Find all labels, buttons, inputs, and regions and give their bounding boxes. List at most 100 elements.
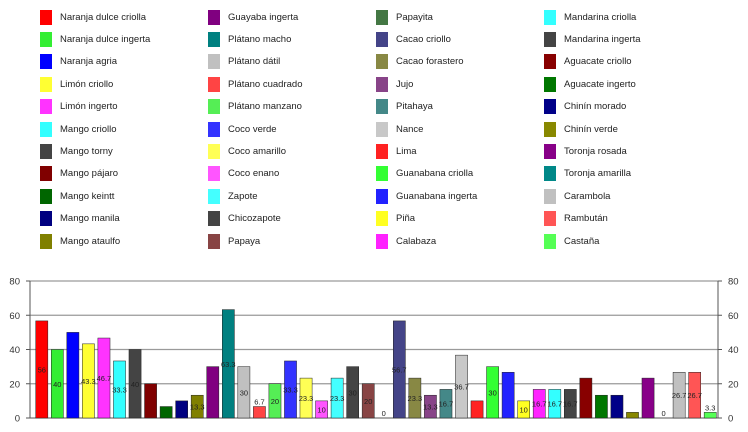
legend-item: Papayita — [376, 9, 433, 25]
bar — [206, 366, 220, 419]
legend-label: Coco amarillo — [228, 145, 287, 157]
legend-label: Pitahaya — [396, 101, 433, 113]
legend-swatch — [376, 9, 388, 25]
bar — [626, 412, 639, 419]
legend-swatch — [544, 166, 556, 182]
y-tick-label-right: 20 — [728, 379, 739, 390]
legend-label: Toronja rosada — [564, 145, 627, 157]
data-label: 0 — [382, 409, 386, 418]
bar — [237, 366, 251, 419]
legend-swatch — [208, 54, 220, 70]
data-label: 3.3 — [705, 403, 715, 412]
legend-label: Mandarina ingerta — [564, 33, 641, 45]
legend-swatch — [376, 166, 388, 182]
bar — [35, 320, 49, 419]
legend-item: Limón criollo — [40, 76, 113, 92]
legend-label: Coco enano — [228, 168, 280, 180]
legend-item: Coco verde — [208, 121, 277, 137]
data-label: 33.3 — [283, 385, 298, 394]
data-label: 10 — [317, 405, 325, 414]
legend-label: Naranja agria — [60, 56, 118, 68]
legend-label: Zapote — [228, 190, 258, 202]
legend-label: Papayita — [396, 11, 433, 23]
legend-swatch — [40, 188, 52, 204]
legend-label: Guanabana ingerta — [396, 190, 478, 202]
bar — [486, 366, 499, 419]
legend-item: Pitahaya — [376, 99, 433, 115]
legend-swatch — [40, 76, 52, 92]
data-label: 33.3 — [112, 385, 127, 394]
legend-label: Chicozapote — [228, 213, 281, 225]
bar — [284, 360, 297, 419]
legend-label: Aguacate criollo — [564, 56, 632, 68]
legend-item: Mandarina criolla — [544, 9, 636, 25]
legend-item: Castaña — [544, 233, 599, 249]
data-label: 56 — [38, 365, 46, 374]
legend-item: Mango criollo — [40, 121, 117, 137]
bar — [579, 377, 593, 419]
data-label: 40 — [131, 380, 139, 389]
legend-label: Papaya — [228, 235, 261, 247]
legend-label: Jujo — [396, 78, 414, 90]
legend-item: Carambola — [544, 188, 610, 204]
bar — [144, 383, 157, 419]
data-label: 23.3 — [330, 394, 345, 403]
legend-swatch — [40, 9, 52, 25]
legend-label: Mango torny — [60, 145, 113, 157]
legend-label: Nance — [396, 123, 424, 135]
data-label: 0 — [662, 409, 666, 418]
bar — [408, 377, 422, 419]
bar — [595, 394, 608, 419]
legend-label: Aguacate ingerto — [564, 78, 636, 90]
legend-swatch — [40, 121, 52, 137]
legend-label: Cacao criollo — [396, 33, 451, 45]
data-label: 30 — [349, 388, 357, 397]
legend-item: Guayaba ingerta — [208, 9, 298, 25]
legend-swatch — [40, 211, 52, 227]
legend-label: Plátano manzano — [228, 101, 302, 113]
legend-swatch — [208, 143, 220, 159]
legend-swatch — [544, 188, 556, 204]
legend-item: Cacao criollo — [376, 31, 451, 47]
legend-item: Lima — [376, 143, 417, 159]
legend-item: Plátano dátil — [208, 54, 280, 70]
bar — [470, 400, 484, 419]
legend-item: Guanabana criolla — [376, 166, 473, 182]
bar — [703, 412, 717, 419]
legend-item: Plátano cuadrado — [208, 76, 302, 92]
bar — [361, 383, 375, 419]
bar — [330, 377, 344, 419]
legend-item: Naranja dulce ingerta — [40, 31, 150, 47]
bar — [268, 383, 282, 419]
legend-item: Mango torny — [40, 143, 113, 159]
data-label: 16.7 — [439, 400, 454, 409]
bar — [532, 389, 546, 419]
legend-swatch — [40, 31, 52, 47]
legend-label: Rambután — [564, 213, 608, 225]
legend-swatch — [544, 211, 556, 227]
bar — [439, 389, 453, 419]
y-tick-label: 80 — [9, 277, 20, 288]
legend-swatch — [376, 143, 388, 159]
legend-item: Calabaza — [376, 233, 436, 249]
legend-item: Mango ataulfo — [40, 233, 120, 249]
legend-label: Calabaza — [396, 235, 437, 247]
legend-swatch — [544, 9, 556, 25]
legend-swatch — [544, 121, 556, 137]
legend-label: Cacao forastero — [396, 56, 464, 68]
bar — [564, 389, 577, 419]
legend-item: Plátano manzano — [208, 99, 302, 115]
bar — [113, 360, 126, 419]
legend-item: Mandarina ingerta — [544, 31, 641, 47]
legend-item: Limón ingerto — [40, 99, 118, 115]
legend-item: Rambután — [544, 211, 608, 227]
legend-swatch — [208, 166, 220, 182]
legend-item: Naranja dulce criolla — [40, 9, 146, 25]
legend-swatch — [544, 143, 556, 159]
bar — [51, 349, 64, 419]
legend-swatch — [544, 76, 556, 92]
legend-swatch — [544, 31, 556, 47]
legend-item: Coco amarillo — [208, 143, 286, 159]
bar — [190, 394, 204, 419]
data-label: 30 — [240, 388, 248, 397]
